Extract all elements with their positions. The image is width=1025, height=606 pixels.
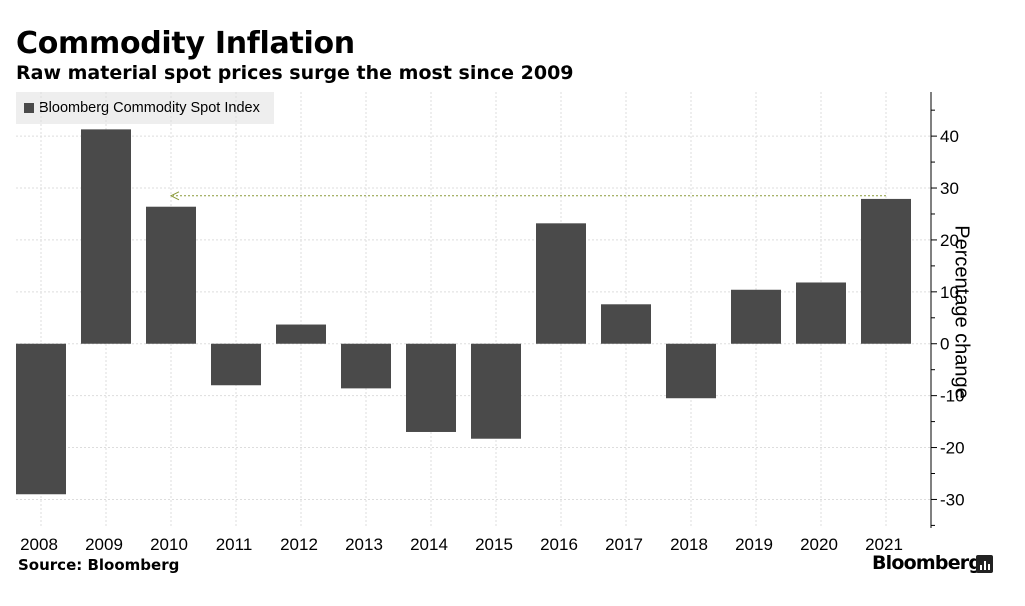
bar-layer xyxy=(16,129,911,495)
x-tick-label: 2010 xyxy=(150,535,188,554)
bar-2019 xyxy=(731,289,781,344)
x-tick-label: 2013 xyxy=(345,535,383,554)
annotation-layer xyxy=(169,191,886,201)
bar-2016 xyxy=(536,223,586,344)
y-tick-label: 10 xyxy=(940,283,959,302)
y-tick-label: 30 xyxy=(940,179,959,198)
y-tick-label: -10 xyxy=(940,387,965,406)
x-tick-label: 2021 xyxy=(865,535,903,554)
bar-2010 xyxy=(146,206,196,344)
bar-2015 xyxy=(471,343,521,439)
bar-2013 xyxy=(341,343,391,389)
annotation-arrowhead xyxy=(169,191,180,201)
y-tick-label: 40 xyxy=(940,127,959,146)
x-axis-labels: 2008 2009 2010 2011 2012 2013 2014 2015 2016 2017… xyxy=(20,535,903,554)
bar-2008 xyxy=(16,343,66,495)
x-tick-label: 2019 xyxy=(735,535,773,554)
bloomberg-terminal-icon xyxy=(976,555,993,573)
x-tick-label: 2011 xyxy=(216,535,253,554)
bar-2018 xyxy=(666,343,716,399)
chart-subtitle: Raw material spot prices surge the most … xyxy=(16,62,574,84)
legend-swatch xyxy=(24,103,34,113)
legend-label: Bloomberg Commodity Spot Index xyxy=(39,100,260,116)
y-tick-label: -20 xyxy=(940,439,965,458)
chart-title: Commodity Inflation xyxy=(16,26,355,61)
bar-2017 xyxy=(601,304,651,344)
y-tick-label: 0 xyxy=(940,335,949,354)
y-axis: -30 -20 -10 0 10 20 30 40 xyxy=(930,92,965,528)
bar-2021 xyxy=(861,198,911,344)
x-tick-label: 2020 xyxy=(800,535,838,554)
x-tick-label: 2009 xyxy=(85,535,123,554)
bar-2020 xyxy=(796,282,846,344)
bar-2014 xyxy=(406,343,456,432)
x-tick-label: 2008 xyxy=(20,535,58,554)
brand-logo-text: Bloomberg xyxy=(872,552,982,574)
x-tick-label: 2015 xyxy=(475,535,513,554)
legend: Bloomberg Commodity Spot Index xyxy=(16,92,274,124)
y-axis-label: Percentage change xyxy=(950,225,973,399)
x-tick-label: 2018 xyxy=(670,535,708,554)
x-tick-label: 2012 xyxy=(280,535,318,554)
bar-2011 xyxy=(211,343,261,386)
source-note: Source: Bloomberg xyxy=(18,556,180,574)
x-tick-label: 2016 xyxy=(540,535,578,554)
x-tick-label: 2017 xyxy=(605,535,643,554)
x-tick-label: 2014 xyxy=(410,535,448,554)
bar-2009 xyxy=(81,129,131,344)
y-tick-label: 20 xyxy=(940,231,959,250)
bar-2012 xyxy=(276,324,326,344)
y-tick-label: -30 xyxy=(940,490,965,509)
